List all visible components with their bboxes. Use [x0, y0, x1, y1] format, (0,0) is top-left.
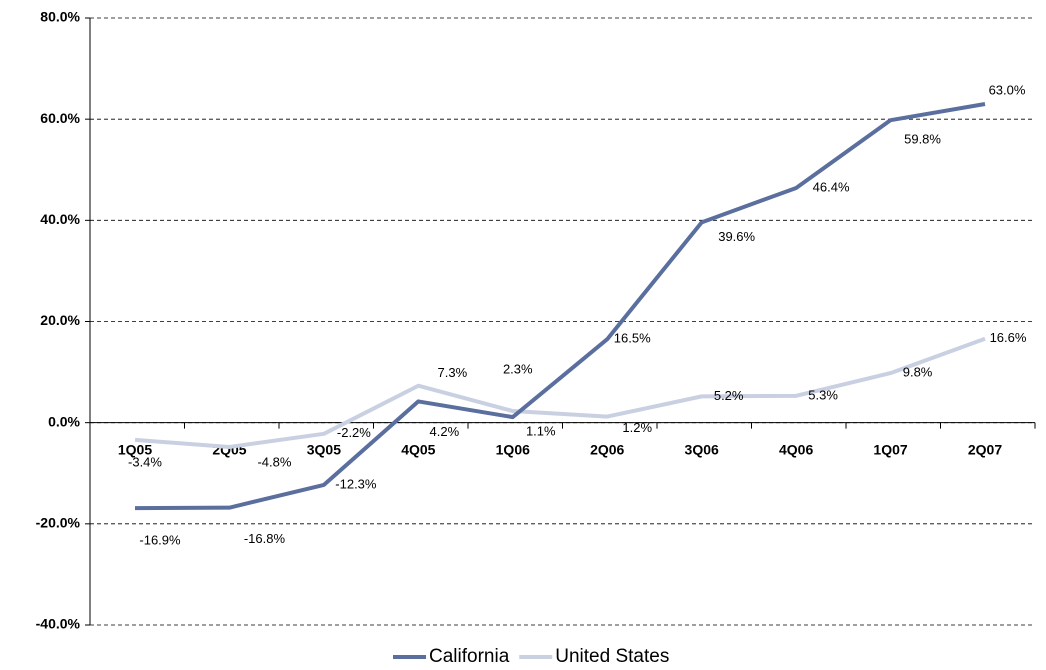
y-tick-label: -40.0% — [36, 616, 81, 632]
x-tick-label: 4Q06 — [779, 441, 813, 457]
y-tick-label: 80.0% — [40, 9, 80, 25]
data-label: -2.2% — [337, 425, 371, 440]
series-line — [134, 336, 986, 449]
legend-label: California — [429, 646, 510, 667]
x-tick-label: 2Q06 — [590, 441, 624, 457]
x-tick-label: 4Q05 — [401, 441, 435, 457]
x-tick-label: 3Q06 — [685, 441, 719, 457]
data-label: 2.3% — [503, 361, 533, 376]
x-tick-label: 1Q06 — [496, 441, 530, 457]
x-tick-label: 2Q07 — [968, 441, 1002, 457]
data-label: 16.5% — [614, 331, 651, 346]
data-label: 39.6% — [718, 229, 755, 244]
legend-label: United States — [555, 646, 669, 667]
data-label: -3.4% — [128, 454, 162, 469]
data-label: 59.8% — [904, 132, 941, 147]
data-label: -4.8% — [257, 454, 291, 469]
x-tick-label: 1Q05 — [118, 441, 152, 457]
y-tick-label: 40.0% — [40, 211, 80, 227]
data-label: 7.3% — [438, 365, 468, 380]
y-tick-label: 20.0% — [40, 312, 80, 328]
series-line — [134, 102, 986, 511]
x-tick-label: 1Q07 — [873, 441, 907, 457]
data-label: -16.9% — [139, 533, 181, 548]
data-label: 1.1% — [526, 424, 556, 439]
data-label: 16.6% — [990, 330, 1027, 345]
data-label: 5.2% — [714, 388, 744, 403]
data-label: -16.8% — [244, 531, 286, 546]
data-label: 1.2% — [622, 420, 652, 435]
data-label: 5.3% — [808, 387, 838, 402]
y-tick-label: 0.0% — [48, 413, 80, 429]
data-label: -12.3% — [335, 476, 377, 491]
data-label: 4.2% — [430, 424, 460, 439]
data-label: 9.8% — [903, 365, 933, 380]
x-tick-label: 3Q05 — [307, 441, 341, 457]
data-label: 46.4% — [813, 179, 850, 194]
data-label: 63.0% — [989, 82, 1026, 97]
y-tick-label: -20.0% — [36, 515, 81, 531]
y-tick-label: 60.0% — [40, 110, 80, 126]
